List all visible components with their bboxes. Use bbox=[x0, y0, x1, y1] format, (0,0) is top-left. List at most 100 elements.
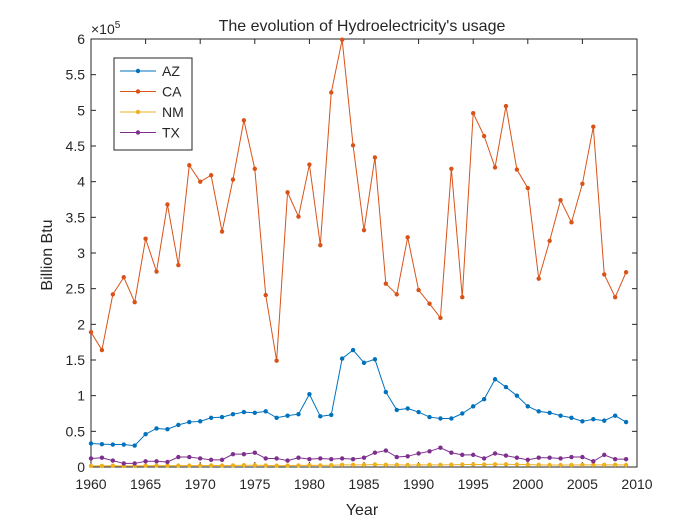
data-point bbox=[274, 463, 279, 468]
data-point bbox=[339, 456, 345, 461]
data-point bbox=[165, 463, 170, 468]
data-point bbox=[405, 454, 410, 459]
data-point bbox=[99, 347, 105, 353]
data-point bbox=[569, 220, 574, 225]
data-point bbox=[536, 455, 541, 460]
data-point bbox=[514, 167, 520, 172]
data-point bbox=[361, 227, 367, 233]
data-point bbox=[525, 185, 530, 191]
data-point bbox=[318, 456, 323, 461]
x-tick-label: 1975 bbox=[239, 476, 270, 492]
data-point bbox=[612, 413, 618, 418]
data-point bbox=[296, 412, 301, 417]
data-point bbox=[427, 414, 432, 420]
data-point bbox=[285, 413, 290, 418]
data-point bbox=[427, 462, 432, 468]
data-point bbox=[219, 463, 225, 468]
data-point bbox=[383, 281, 389, 286]
data-point bbox=[121, 275, 126, 280]
data-point bbox=[558, 413, 563, 418]
series-line-ca bbox=[90, 39, 627, 361]
data-point bbox=[339, 462, 345, 468]
data-point bbox=[602, 462, 607, 468]
data-point bbox=[318, 463, 323, 468]
data-point bbox=[623, 462, 629, 468]
legend-swatch-marker bbox=[135, 68, 141, 74]
data-point bbox=[460, 295, 465, 300]
axis-ticks: 1960 1965 1970 1975 1980 1985 1990 1995 2000 2005… bbox=[66, 31, 653, 492]
data-point bbox=[198, 456, 203, 461]
data-point bbox=[361, 455, 367, 460]
legend-label: AZ bbox=[162, 63, 180, 79]
data-point bbox=[219, 229, 225, 234]
data-point bbox=[503, 103, 509, 109]
data-point bbox=[187, 163, 192, 168]
series-layer bbox=[88, 37, 629, 469]
legend-swatch-marker bbox=[135, 109, 141, 115]
x-tick-label: 1985 bbox=[348, 476, 379, 492]
legend-swatch-marker bbox=[135, 130, 141, 135]
data-point bbox=[143, 463, 148, 468]
legend-box bbox=[113, 57, 193, 151]
y-tick-label: 5.5 bbox=[66, 67, 86, 83]
data-point bbox=[274, 415, 279, 420]
data-point bbox=[285, 190, 290, 195]
data-point bbox=[285, 463, 290, 468]
data-point bbox=[110, 458, 116, 463]
y-tick-label: 6 bbox=[77, 31, 85, 47]
data-point bbox=[405, 406, 410, 411]
data-point bbox=[580, 462, 585, 468]
data-point bbox=[252, 410, 257, 415]
y-exponent-base: ×10 bbox=[91, 21, 115, 37]
legend-item-az: AZ bbox=[120, 63, 180, 79]
data-point bbox=[427, 301, 432, 306]
legend-label: TX bbox=[162, 125, 181, 141]
data-point bbox=[208, 463, 214, 468]
data-point bbox=[252, 463, 257, 468]
y-tick-label: 4 bbox=[77, 174, 85, 190]
data-point bbox=[471, 110, 476, 116]
data-point bbox=[165, 202, 170, 207]
data-point bbox=[591, 459, 596, 464]
data-point bbox=[99, 441, 105, 447]
data-point bbox=[481, 456, 487, 461]
data-point bbox=[154, 426, 159, 431]
data-point bbox=[263, 409, 268, 414]
data-point bbox=[307, 162, 312, 167]
data-point bbox=[623, 419, 629, 425]
data-point bbox=[230, 177, 236, 182]
data-point bbox=[165, 459, 170, 465]
data-point bbox=[514, 455, 520, 460]
data-point bbox=[394, 462, 399, 468]
data-point bbox=[438, 315, 443, 321]
data-point bbox=[438, 445, 443, 450]
data-point bbox=[143, 459, 148, 464]
data-point bbox=[230, 463, 236, 468]
data-point bbox=[623, 456, 629, 462]
data-point bbox=[580, 454, 585, 460]
data-point bbox=[361, 360, 367, 366]
data-point bbox=[230, 412, 236, 417]
data-point bbox=[449, 166, 454, 172]
y-tick-label: 3.5 bbox=[66, 209, 86, 225]
data-point bbox=[176, 463, 181, 468]
data-point bbox=[492, 377, 498, 382]
data-point bbox=[460, 411, 465, 416]
data-point bbox=[263, 463, 268, 468]
data-point bbox=[525, 462, 530, 467]
legend-item-tx: TX bbox=[120, 125, 181, 141]
data-point bbox=[569, 454, 574, 460]
data-point bbox=[219, 457, 225, 463]
data-point bbox=[241, 451, 247, 457]
data-point bbox=[132, 443, 137, 448]
data-point bbox=[110, 442, 116, 447]
data-point bbox=[165, 426, 170, 432]
data-point bbox=[427, 449, 432, 454]
data-point bbox=[394, 292, 399, 297]
data-point bbox=[405, 235, 410, 240]
data-point bbox=[492, 451, 498, 456]
data-point bbox=[329, 463, 334, 468]
data-point bbox=[208, 173, 214, 178]
data-point bbox=[471, 462, 476, 467]
data-point bbox=[132, 461, 137, 466]
